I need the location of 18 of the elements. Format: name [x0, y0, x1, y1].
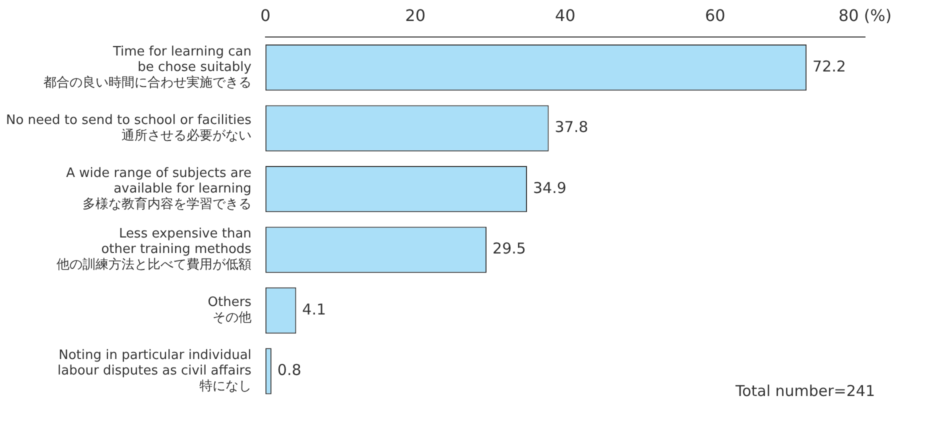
annotation: Total number=241 [734, 382, 875, 400]
data-label: 37.8 [554, 118, 588, 136]
x-tick-label: 60 [704, 6, 726, 25]
y-tick-label: Time for learning can be chose suitably 都合の良い時間に合わせ実施できる [43, 44, 252, 91]
y-tick-label: Less expensive than other training methods 他の訓練方法と比べて費用が低額 [56, 226, 252, 273]
data-label: 34.9 [532, 178, 566, 197]
y-tick-label: Noting in particular individual labour disputes as civil affairs 特になし [58, 348, 252, 394]
x-tick-label: 40 [555, 6, 576, 25]
y-tick-label: A wide range of subjects are available for learning 多様な教育内容を学習できる [66, 166, 252, 212]
y-tick-label: Others その他 [208, 295, 252, 326]
data-label: 4.1 [302, 300, 326, 318]
data-label: 0.8 [277, 361, 302, 380]
x-tick-label: 80 (%) [838, 6, 892, 25]
y-tick-label: No need to send to school or facilities 通所させる必要がない [6, 112, 252, 144]
x-tick-label: 20 [405, 6, 426, 25]
data-label: 72.2 [812, 57, 846, 76]
data-label: 29.5 [492, 240, 526, 258]
x-tick-label: 0 [260, 6, 271, 25]
